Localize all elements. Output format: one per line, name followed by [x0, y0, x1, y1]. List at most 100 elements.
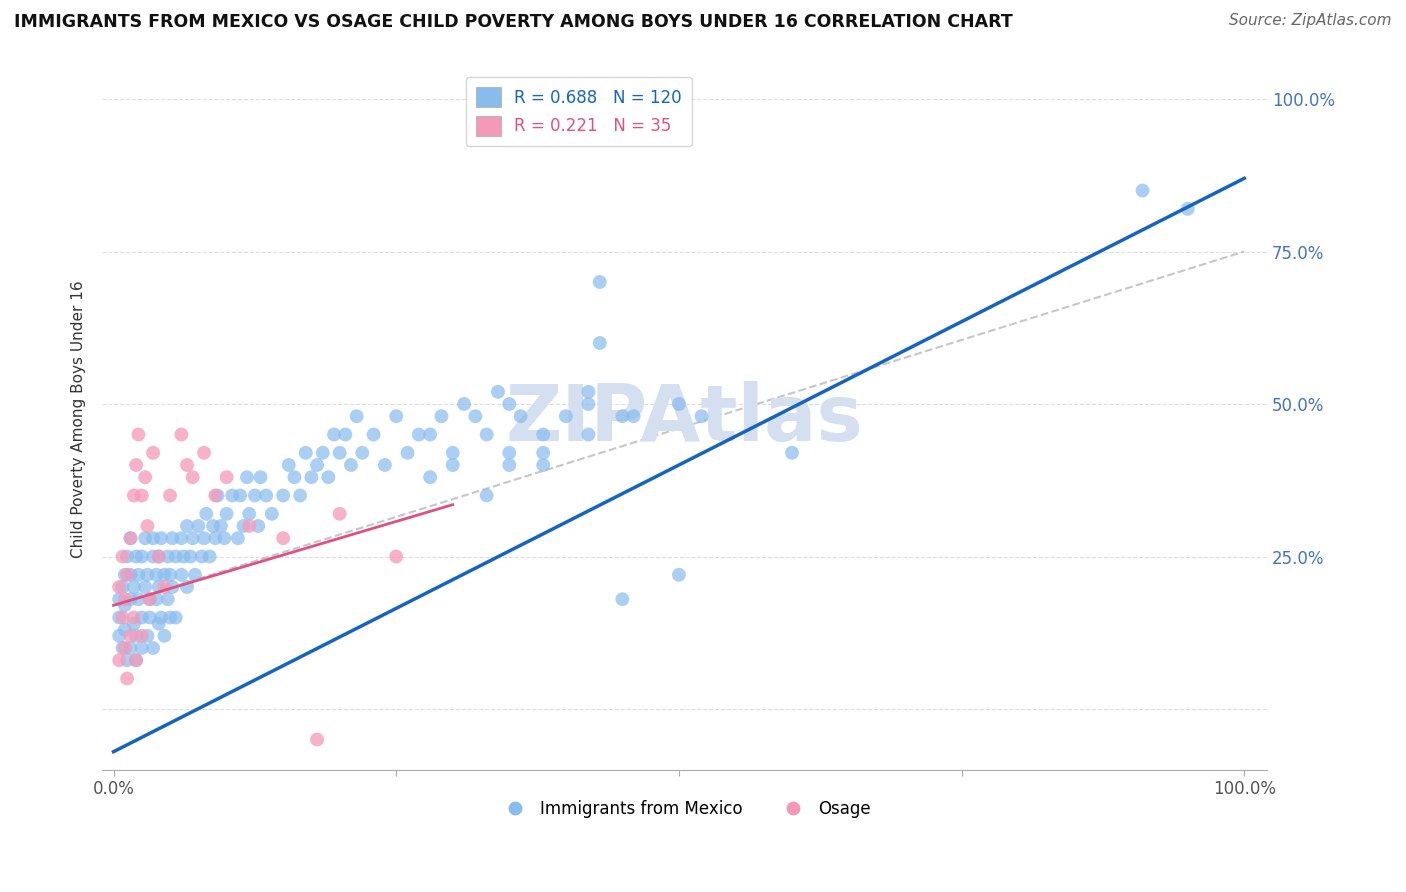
Point	[134, 580, 156, 594]
Point	[531, 458, 554, 472]
Point	[111, 580, 134, 594]
Point	[668, 397, 690, 411]
Point	[125, 458, 148, 472]
Point	[509, 409, 531, 424]
Point	[294, 446, 316, 460]
Point	[138, 592, 160, 607]
Point	[115, 672, 138, 686]
Point	[115, 549, 138, 564]
Point	[165, 610, 187, 624]
Point	[346, 409, 368, 424]
Point	[111, 549, 134, 564]
Point	[209, 519, 232, 533]
Point	[214, 531, 236, 545]
Point	[173, 549, 195, 564]
Point	[612, 592, 634, 607]
Point	[142, 549, 165, 564]
Point	[108, 610, 131, 624]
Point	[122, 580, 145, 594]
Point	[229, 489, 252, 503]
Point	[127, 567, 149, 582]
Point	[453, 397, 475, 411]
Point	[134, 531, 156, 545]
Point	[179, 549, 201, 564]
Point	[578, 427, 600, 442]
Point	[215, 507, 238, 521]
Point	[120, 531, 142, 545]
Point	[307, 458, 329, 472]
Point	[312, 446, 335, 460]
Point	[162, 531, 184, 545]
Legend: Immigrants from Mexico, Osage: Immigrants from Mexico, Osage	[492, 794, 877, 825]
Point	[623, 409, 645, 424]
Point	[288, 489, 311, 503]
Point	[159, 489, 181, 503]
Point	[419, 470, 441, 484]
Point	[145, 592, 167, 607]
Point	[125, 653, 148, 667]
Point	[131, 549, 153, 564]
Point	[176, 580, 198, 594]
Point	[531, 446, 554, 460]
Point	[307, 732, 329, 747]
Point	[554, 409, 576, 424]
Point	[780, 446, 803, 460]
Point	[668, 567, 690, 582]
Point	[396, 446, 419, 460]
Point	[221, 489, 243, 503]
Point	[115, 567, 138, 582]
Point	[181, 470, 204, 484]
Point	[148, 616, 170, 631]
Point	[122, 610, 145, 624]
Point	[108, 653, 131, 667]
Point	[329, 507, 352, 521]
Point	[136, 567, 159, 582]
Point	[198, 549, 221, 564]
Point	[690, 409, 713, 424]
Point	[108, 592, 131, 607]
Point	[204, 489, 226, 503]
Point	[340, 458, 363, 472]
Point	[385, 409, 408, 424]
Point	[385, 549, 408, 564]
Point	[195, 507, 218, 521]
Point	[153, 567, 176, 582]
Point	[254, 489, 277, 503]
Point	[335, 427, 357, 442]
Point	[202, 519, 225, 533]
Point	[153, 580, 176, 594]
Point	[131, 629, 153, 643]
Point	[148, 580, 170, 594]
Y-axis label: Child Poverty Among Boys Under 16: Child Poverty Among Boys Under 16	[72, 280, 86, 558]
Point	[134, 470, 156, 484]
Point	[114, 592, 136, 607]
Point	[131, 610, 153, 624]
Point	[441, 446, 464, 460]
Point	[111, 610, 134, 624]
Point	[125, 629, 148, 643]
Point	[441, 458, 464, 472]
Point	[475, 489, 498, 503]
Point	[176, 519, 198, 533]
Point	[247, 519, 270, 533]
Point	[430, 409, 453, 424]
Point	[498, 458, 520, 472]
Point	[170, 427, 193, 442]
Point	[156, 549, 179, 564]
Point	[156, 592, 179, 607]
Point	[578, 397, 600, 411]
Point	[162, 580, 184, 594]
Point	[114, 623, 136, 637]
Point	[277, 458, 299, 472]
Point	[142, 531, 165, 545]
Point	[159, 567, 181, 582]
Point	[283, 470, 305, 484]
Point	[236, 470, 259, 484]
Point	[165, 549, 187, 564]
Point	[238, 507, 260, 521]
Point	[238, 519, 260, 533]
Point	[108, 629, 131, 643]
Point	[114, 567, 136, 582]
Point	[150, 610, 173, 624]
Point	[159, 610, 181, 624]
